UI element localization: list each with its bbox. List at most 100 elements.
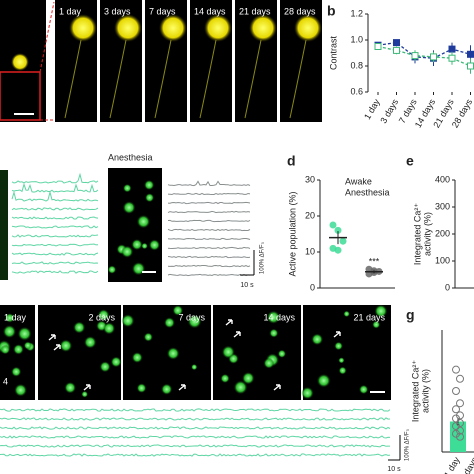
cell: [316, 373, 331, 388]
arrow: [178, 384, 186, 391]
cell: [263, 357, 275, 369]
x-tick-label: 2 days: [458, 455, 474, 474]
cell: [143, 332, 153, 342]
panel-label: g: [406, 307, 415, 323]
y-tick-label: 200: [435, 228, 450, 238]
trace: [167, 201, 251, 205]
day-label: 1 day: [4, 312, 27, 322]
y-axis-label: activity (%): [420, 369, 430, 413]
micrograph: [0, 170, 8, 280]
arrow: [333, 331, 341, 338]
annotation: ***: [369, 257, 380, 267]
day-label: 7 days: [178, 312, 205, 322]
marker: [467, 62, 474, 70]
cell: [121, 314, 135, 328]
arrow: [48, 334, 56, 341]
day-label: 14 days: [194, 6, 226, 16]
marker: [430, 53, 437, 61]
trace: [11, 190, 99, 202]
cell: [141, 242, 148, 250]
cell: [269, 328, 279, 338]
micrograph: [38, 305, 121, 400]
cell: [64, 381, 76, 394]
cell: [221, 345, 235, 359]
dendrite: [109, 39, 127, 119]
series-line: [377, 45, 471, 67]
condition-label: Anesthesia: [108, 152, 153, 162]
zoom-line: [39, 1, 55, 73]
trace: [167, 210, 251, 214]
cell: [4, 313, 15, 323]
y-tick-label: 1.0: [350, 34, 363, 44]
cell: [372, 320, 381, 329]
cell: [2, 325, 16, 339]
cell: [122, 201, 136, 214]
trace: [167, 228, 251, 232]
trace: [11, 270, 99, 274]
trace: [0, 435, 391, 439]
cell: [131, 239, 143, 251]
cell: [13, 344, 24, 355]
point: [452, 422, 460, 431]
cell: [99, 361, 111, 373]
cell: [97, 309, 110, 321]
y-tick-label: 0: [310, 282, 315, 292]
soma: [69, 14, 97, 42]
trace: [167, 237, 251, 241]
cell: [0, 344, 11, 355]
cell: [17, 326, 32, 341]
cell: [334, 341, 343, 351]
y-tick-label: 20: [305, 210, 315, 220]
trace: [11, 207, 99, 211]
trace: [167, 246, 251, 250]
cell: [23, 341, 32, 350]
cell: [84, 336, 97, 349]
legend-label: Awake: [345, 176, 372, 186]
cell: [311, 333, 323, 346]
cell: [14, 383, 27, 397]
point: [456, 374, 464, 383]
cell: [131, 262, 146, 276]
day-label: 21 days: [353, 312, 385, 322]
y-tick-label: 30: [305, 174, 315, 184]
soma: [249, 14, 277, 42]
arrow: [53, 344, 61, 351]
panel-label: d: [287, 153, 296, 169]
point: [452, 365, 460, 374]
cell: [338, 366, 347, 375]
cell: [103, 322, 116, 335]
soma: [204, 14, 232, 42]
cell: [148, 239, 161, 251]
day-label: 14 days: [263, 312, 295, 322]
day-label: 1 day: [59, 6, 82, 16]
cell: [145, 193, 155, 203]
panel-label: e: [406, 153, 414, 169]
cell: [187, 314, 202, 329]
day-label: 7 days: [149, 6, 176, 16]
dendrite: [199, 39, 217, 119]
cell: [191, 364, 198, 371]
cell: [131, 352, 143, 363]
y-tick-label: 0.8: [350, 60, 363, 70]
point: [334, 226, 342, 234]
day-label: 28 days: [284, 6, 316, 16]
trace: [0, 453, 391, 457]
cell: [121, 245, 134, 258]
arrow: [83, 384, 91, 391]
cell: [242, 372, 255, 385]
cell: [11, 366, 22, 377]
point: [452, 405, 460, 414]
cell: [144, 179, 155, 191]
cell: [374, 304, 388, 318]
soma: [114, 14, 142, 42]
y-tick-label: 0: [445, 282, 450, 292]
point: [452, 414, 460, 423]
y-axis-label: Integrated Ca²⁺: [410, 360, 420, 423]
cell: [123, 183, 132, 193]
cell: [161, 383, 173, 395]
cell: [338, 357, 345, 364]
y-axis-label: activity (%): [422, 212, 432, 256]
